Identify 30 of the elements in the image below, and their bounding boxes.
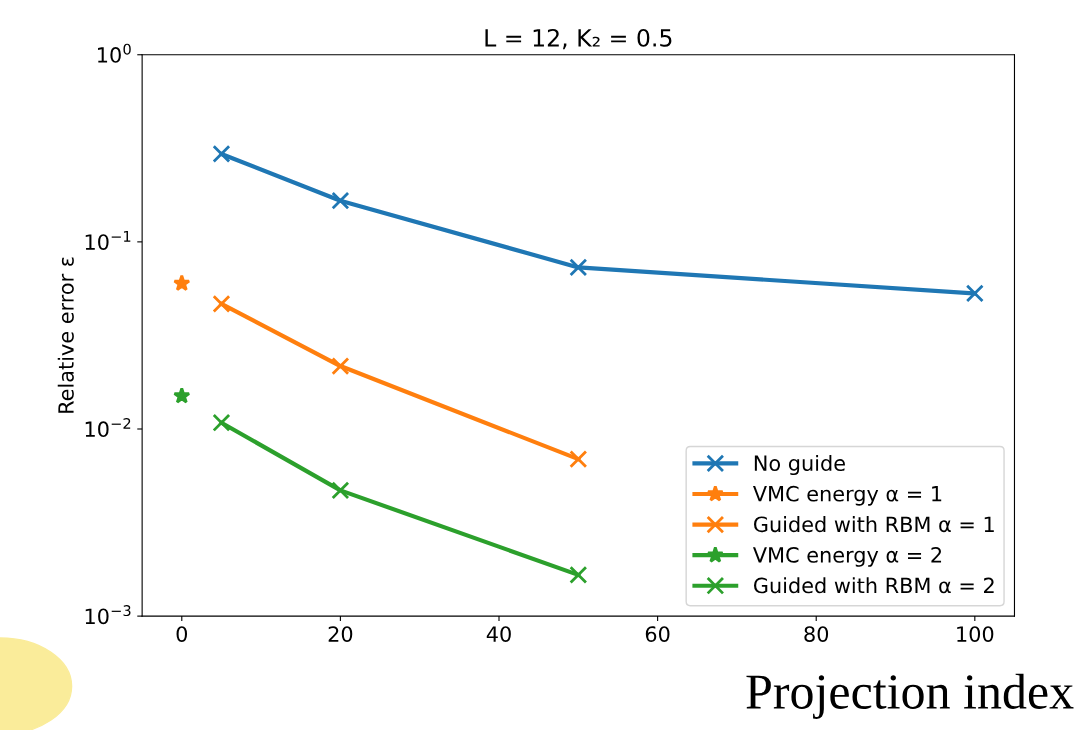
point xyxy=(212,144,231,163)
y-tick-label: 10$^{−2}$ xyxy=(85,417,131,438)
x-axis-title: Projection index xyxy=(746,673,1074,720)
point xyxy=(173,274,191,291)
y-tick-label: 10$^{−3}$ xyxy=(85,605,131,625)
legend-label: Guided with RBM α = 1 xyxy=(754,516,994,533)
point xyxy=(569,565,588,584)
legend-label: VMC energy α = 1 xyxy=(752,485,942,506)
point xyxy=(212,413,231,432)
legend-label: Guided with RBM α = 2 xyxy=(754,577,994,594)
x-tick-label: 60 xyxy=(645,626,670,642)
point xyxy=(212,294,231,313)
legend-label: No guide xyxy=(754,454,845,476)
chart-title: L = 12, K₂ = 0.5 xyxy=(485,28,672,50)
point xyxy=(331,357,350,376)
y-tick-label: 10$^{0}$ xyxy=(98,43,131,63)
x-tick-label: 40 xyxy=(486,626,511,642)
point xyxy=(965,284,984,303)
x-tick-label: 0 xyxy=(176,626,188,642)
x-tick-label: 100 xyxy=(957,626,994,642)
point xyxy=(331,191,350,210)
x-tick-label: 80 xyxy=(804,626,829,642)
legend-label: VMC energy α = 2 xyxy=(752,547,942,567)
point xyxy=(569,258,588,277)
y-tick-label: 10$^{−1}$ xyxy=(85,231,131,250)
point xyxy=(569,450,588,469)
point xyxy=(331,481,350,500)
y-axis-title: Relative error ε xyxy=(57,257,74,413)
point xyxy=(173,387,191,404)
x-tick-label: 20 xyxy=(328,626,353,642)
